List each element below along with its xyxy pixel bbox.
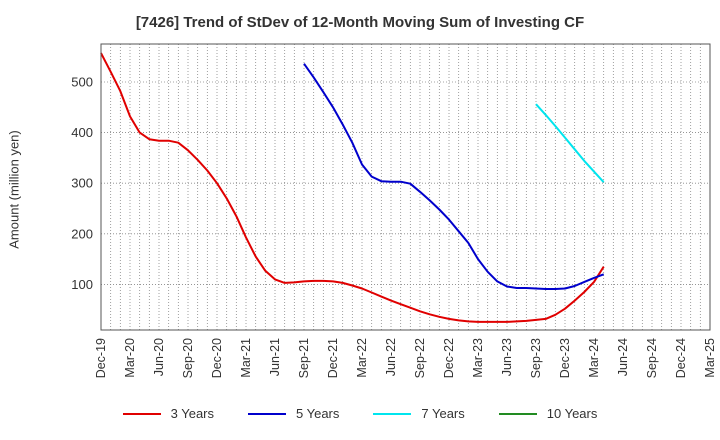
x-tick-label: Jun-24 <box>616 338 630 376</box>
y-tick-label: 500 <box>71 74 93 89</box>
legend-swatch <box>248 412 286 415</box>
x-tick-label: Jun-23 <box>500 338 514 376</box>
x-tick-label: Sep-22 <box>413 338 427 378</box>
x-tick-label: Dec-22 <box>442 338 456 378</box>
x-tick-label: Dec-21 <box>326 338 340 378</box>
series-line-5-years <box>303 63 605 290</box>
legend-label: 3 Years <box>170 406 214 421</box>
x-tick-label: Jun-22 <box>384 338 398 376</box>
legend: 3 Years 5 Years 7 Years 10 Years <box>0 406 720 421</box>
y-tick-labels: 100 200 300 400 500 <box>71 74 93 291</box>
x-tick-label: Dec-20 <box>210 338 224 378</box>
x-tick-label: Sep-23 <box>529 338 543 378</box>
legend-label: 10 Years <box>546 406 598 421</box>
x-tick-label: Sep-20 <box>181 338 195 378</box>
y-tick-label: 400 <box>71 125 93 140</box>
legend-item: 10 Years <box>498 406 598 421</box>
x-tick-label: Dec-19 <box>94 338 108 378</box>
grid-lines <box>101 44 710 330</box>
y-tick-label: 100 <box>71 277 93 292</box>
x-tick-label: Jun-21 <box>268 338 282 376</box>
legend-swatch <box>122 412 161 415</box>
y-tick-label: 200 <box>71 226 93 241</box>
x-tick-label: Dec-24 <box>674 338 688 378</box>
series-lines <box>100 52 605 323</box>
x-tick-label: Mar-20 <box>123 338 137 378</box>
x-tick-label: Sep-24 <box>645 338 659 378</box>
y-tick-label: 300 <box>71 176 93 191</box>
x-tick-label: Mar-22 <box>355 338 369 378</box>
x-tick-label: Mar-23 <box>471 338 485 378</box>
legend-item: 7 Years <box>373 406 465 421</box>
x-tick-label: Jun-20 <box>152 338 166 376</box>
legend-item: 5 Years <box>248 406 339 421</box>
chart-title: [7426] Trend of StDev of 12-Month Moving… <box>135 14 585 31</box>
series-line-7-years <box>535 103 605 183</box>
x-tick-labels: Dec-19 Mar-20 Jun-20 Sep-20 Dec-20 Mar-21 Jun-… <box>94 338 717 378</box>
legend-swatch <box>498 412 537 415</box>
x-tick-label: Mar-21 <box>239 338 253 378</box>
legend-swatch <box>373 412 412 415</box>
x-tick-label: Mar-24 <box>587 338 601 378</box>
legend-label: 5 Years <box>296 406 340 421</box>
x-tick-label: Sep-21 <box>297 338 311 378</box>
legend-item: 3 Years <box>122 406 214 421</box>
x-tick-label: Dec-23 <box>558 338 572 378</box>
legend-label: 7 Years <box>421 406 465 421</box>
series-line-3-years <box>100 52 605 323</box>
plot-frame <box>100 43 711 331</box>
x-tick-label: Mar-25 <box>703 338 717 378</box>
